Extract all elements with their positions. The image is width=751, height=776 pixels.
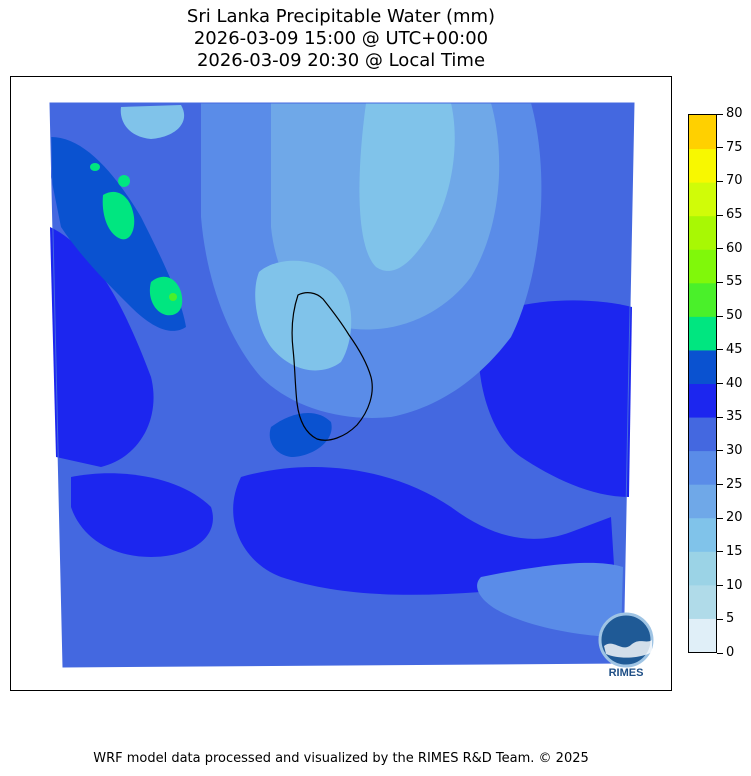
colorbar-swatch [689, 551, 716, 586]
colorbar-tick [717, 180, 723, 182]
colorbar-swatch [689, 450, 716, 485]
colorbar-swatch [689, 282, 716, 317]
colorbar-tick [717, 383, 723, 384]
map-panel [10, 76, 672, 691]
colorbar-tick [717, 113, 723, 115]
colorbar-tick [717, 248, 723, 250]
map-title: Sri Lanka Precipitable Water (mm) 2026-0… [10, 6, 672, 72]
colorbar-tick [717, 214, 723, 216]
colorbar-tick [717, 484, 723, 486]
colorbar-tick-label: 40 [726, 375, 743, 391]
logo-wave-icon [604, 640, 652, 658]
contour-35-40-east [478, 300, 632, 497]
colorbar-tick [717, 585, 723, 587]
colorbar-tick-label: 50 [726, 308, 743, 324]
colorbar-tick [717, 349, 723, 351]
colorbar-swatch [689, 484, 716, 519]
logo-text: RIMES [609, 667, 644, 679]
colorbar-tick-label: 30 [726, 442, 743, 458]
colorbar-swatch [689, 148, 716, 183]
title-line-1: Sri Lanka Precipitable Water (mm) [186, 6, 496, 27]
colorbar-tick-label: 55 [726, 274, 743, 290]
contour-40-45-sw [269, 412, 332, 457]
colorbar-swatch [689, 349, 716, 384]
colorbar-swatch [689, 383, 716, 418]
colorbar-tick-label: 10 [726, 577, 743, 593]
colorbar-tick-label: 60 [726, 240, 743, 256]
colorbar-swatch [689, 584, 716, 619]
colorbar [688, 114, 717, 653]
colorbar-swatch [689, 182, 716, 217]
colorbar-tick-label: 35 [726, 409, 743, 425]
colorbar-swatch [689, 316, 716, 351]
colorbar-tick-label: 25 [726, 476, 743, 492]
contour-15-20-central [359, 103, 455, 271]
colorbar-tick-label: 80 [726, 106, 743, 121]
colorbar-swatch [689, 249, 716, 284]
colorbar-tick [717, 416, 723, 418]
colorbar-swatches [689, 115, 716, 652]
contour-15-20-island [255, 260, 352, 371]
title-line-3: 2026-03-09 20:30 @ Local Time [196, 50, 486, 71]
rimes-logo: RIMES [596, 610, 660, 680]
colorbar-tick [717, 281, 723, 283]
contour-25-30-south [477, 562, 623, 637]
colorbar-swatch [689, 517, 716, 552]
precipitable-water-map [49, 102, 635, 668]
colorbar-tick [717, 551, 723, 553]
colorbar-swatch [689, 115, 716, 150]
sri-lanka-coastline [291, 292, 373, 441]
contour-35-40-south [233, 467, 616, 597]
colorbar-swatch [689, 417, 716, 452]
colorbar-tick-label: 45 [726, 341, 743, 357]
contour-50-55-spot [169, 293, 177, 301]
contour-45-50-c [90, 163, 100, 171]
logo-globe-icon [598, 612, 654, 668]
contour-35-40-southwest [71, 473, 213, 557]
colorbar-tick [717, 652, 723, 654]
colorbar-swatch [689, 618, 716, 652]
colorbar-tick-label: 65 [726, 207, 743, 223]
title-line-2: 2026-03-09 15:00 @ UTC+00:00 [193, 28, 489, 49]
footer-credit: WRF model data processed and visualized … [93, 751, 589, 766]
colorbar-swatch [689, 215, 716, 250]
contour-45-50-a [102, 191, 135, 240]
colorbar-tick [717, 517, 723, 519]
colorbar-tick-label: 20 [726, 510, 743, 526]
colorbar-tick [717, 315, 723, 317]
colorbar-tick [717, 450, 723, 452]
contour-45-50-b [149, 276, 183, 316]
contour-35-40-west [50, 227, 154, 467]
colorbar-tick-label: 5 [726, 611, 735, 627]
colorbar-tick-label: 70 [726, 173, 743, 189]
contour-45-50-d [118, 175, 130, 187]
colorbar-tick-label: 15 [726, 543, 743, 559]
colorbar-tick-label: 0 [726, 645, 735, 660]
contour-15-20-nw [120, 105, 185, 139]
colorbar-tick-label: 75 [726, 139, 743, 155]
colorbar-tick [717, 147, 723, 149]
colorbar-tick [717, 618, 723, 620]
